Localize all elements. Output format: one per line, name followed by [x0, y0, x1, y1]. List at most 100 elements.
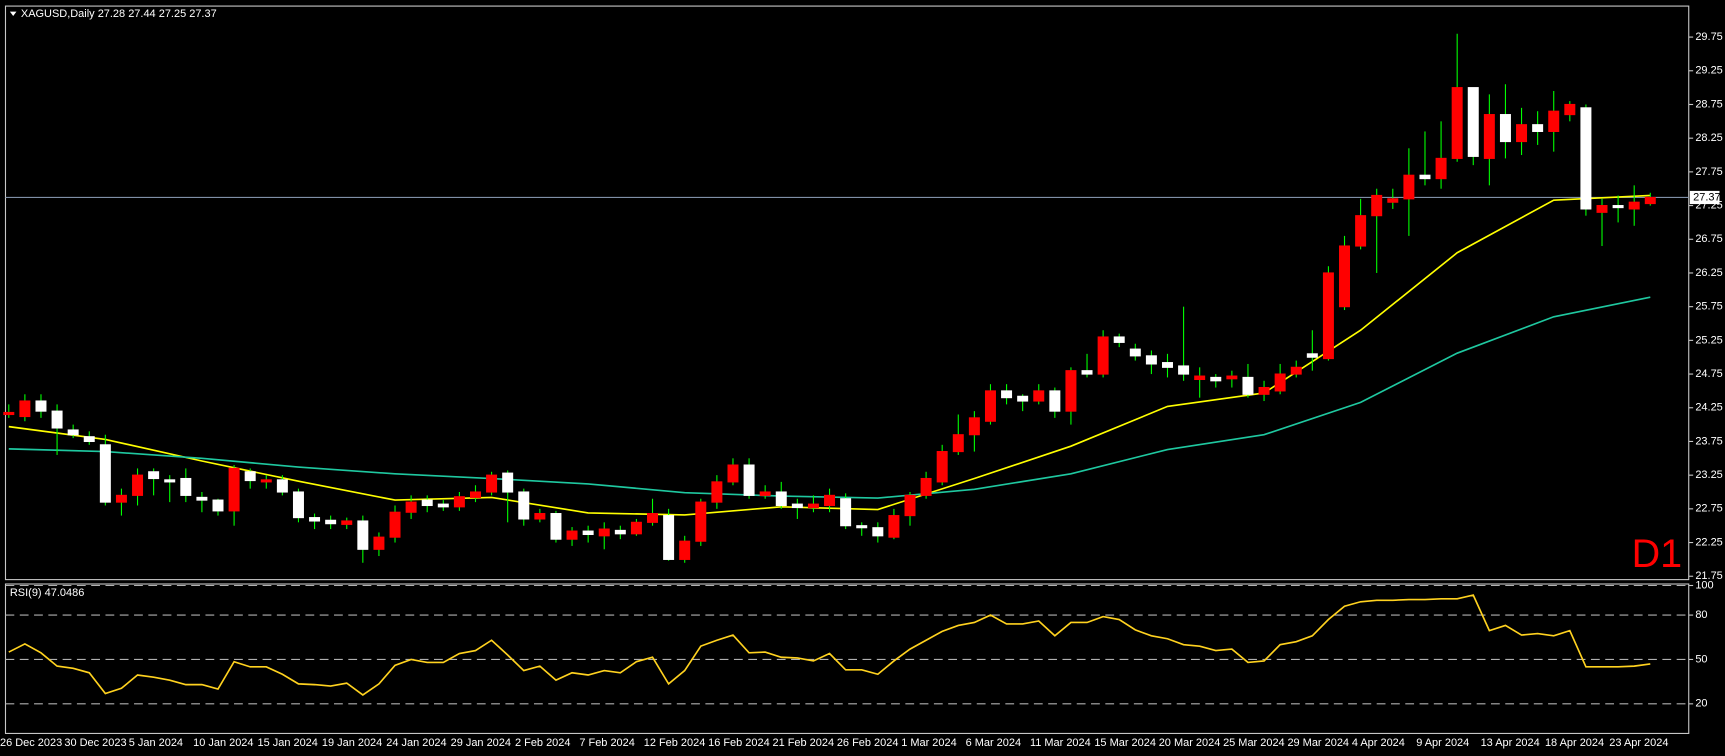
candle-body [888, 515, 900, 538]
candle-body [614, 529, 626, 535]
candle-body [244, 471, 256, 482]
candle-body [35, 400, 47, 412]
candle-body [630, 521, 642, 535]
x-tick-label: 26 Dec 2023 [0, 737, 62, 749]
x-tick-label: 29 Jan 2024 [451, 737, 511, 749]
x-tick-label: 21 Feb 2024 [772, 737, 834, 749]
y-tick-label: 80 [1695, 609, 1707, 621]
candle-body [1113, 336, 1125, 343]
candle-body [1306, 353, 1318, 358]
candle-body [1242, 376, 1254, 395]
candle-body [1339, 245, 1351, 308]
x-tick-label: 13 Apr 2024 [1481, 737, 1540, 749]
x-tick-label: 1 Mar 2024 [901, 737, 957, 749]
candle-body [550, 513, 562, 540]
rsi-layer: 20 50 80 100 [5, 579, 1714, 710]
candle-body [582, 530, 594, 536]
rsi-title: RSI(9) [10, 587, 42, 599]
candle-body [1322, 272, 1334, 360]
y-tick-label: 22.25 [1695, 536, 1722, 548]
y-tick-label: 29.25 [1695, 65, 1722, 77]
candle-body [759, 491, 771, 496]
candle-body [791, 503, 803, 509]
current-price-label: 27.37 [1693, 191, 1720, 203]
candle-body [389, 511, 401, 538]
candle-body [775, 491, 787, 507]
y-tick-label: 22.75 [1695, 503, 1722, 515]
x-tick-label: 15 Jan 2024 [257, 737, 317, 749]
candle-body [920, 477, 932, 496]
candle-body [453, 496, 465, 508]
candle-body [952, 434, 964, 453]
main-panel-frame [4, 5, 1690, 581]
candle-body [1628, 201, 1640, 210]
candle-body [276, 479, 288, 493]
x-tick-label: 5 Jan 2024 [129, 737, 183, 749]
candle-body [727, 464, 739, 483]
candle-body [1564, 103, 1576, 116]
x-tick-label: 10 Jan 2024 [193, 737, 253, 749]
candle-body [1371, 194, 1383, 217]
candle-body [984, 390, 996, 422]
candle-body [1467, 87, 1479, 157]
x-tick-label: 15 Mar 2024 [1094, 737, 1156, 749]
x-tick-label: 6 Mar 2024 [966, 737, 1022, 749]
candle-body [469, 491, 481, 498]
candle-body [1081, 370, 1093, 375]
x-tick-label: 9 Apr 2024 [1416, 737, 1469, 749]
candle-body [1129, 348, 1141, 357]
candle-body [1097, 336, 1109, 375]
y-tick-label: 21.75 [1695, 570, 1722, 582]
candle-body [1290, 366, 1302, 375]
candle-body [180, 477, 192, 496]
candle-body [663, 515, 675, 560]
y-tick-label: 50 [1695, 653, 1707, 665]
candle-body [679, 540, 691, 560]
candle-body [1258, 386, 1270, 395]
x-tick-label: 29 Mar 2024 [1287, 737, 1349, 749]
candle-body [1033, 390, 1045, 402]
timeframe-annotation: D1 [1632, 532, 1683, 576]
y-tick-label: 24.75 [1695, 368, 1722, 380]
candle-body [840, 498, 852, 527]
candle-body [872, 527, 884, 537]
y-tick-label: 24.25 [1695, 402, 1722, 414]
chart-header: XAGUSD,Daily 27.28 27.44 27.25 27.37 [21, 8, 217, 20]
candle-body [357, 520, 369, 550]
candle-body [3, 411, 15, 416]
candle-body [502, 472, 514, 493]
rsi-panel-frame [4, 583, 1690, 734]
header-low: 27.25 [159, 8, 186, 20]
rsi-header: RSI(9) 47.0486 [10, 587, 84, 599]
candle-body [1049, 390, 1061, 412]
candle-body [598, 528, 610, 537]
menu-arrow[interactable] [9, 11, 17, 16]
candle-body [936, 451, 948, 483]
x-tick-label: 30 Dec 2023 [64, 737, 126, 749]
y-tick-label: 29.75 [1695, 31, 1722, 43]
candle-body [19, 400, 31, 418]
candle-body [1451, 87, 1463, 159]
candle-body [1387, 198, 1399, 203]
candle-body [421, 499, 433, 507]
candle-body [1419, 174, 1431, 180]
candle-body [1548, 110, 1560, 132]
candle-body [1644, 196, 1656, 205]
candle-body [566, 530, 578, 540]
y-tick-label: 20 [1695, 698, 1707, 710]
candle-body [1161, 362, 1173, 368]
main-layer: 21.75 22.25 22.75 23.25 23.75 24.25 24.75 25.25… [0, 31, 1723, 749]
x-tick-label: 20 Mar 2024 [1159, 737, 1221, 749]
candle-body [148, 471, 160, 480]
candle-body [856, 525, 868, 529]
candle-body [486, 474, 498, 493]
candle-body [325, 519, 337, 525]
candle-body [132, 474, 144, 496]
candle-body [518, 491, 530, 520]
y-tick-label: 25.75 [1695, 301, 1722, 313]
x-tick-label: 7 Feb 2024 [579, 737, 635, 749]
candle-body [743, 464, 755, 496]
candle-body [341, 520, 353, 525]
